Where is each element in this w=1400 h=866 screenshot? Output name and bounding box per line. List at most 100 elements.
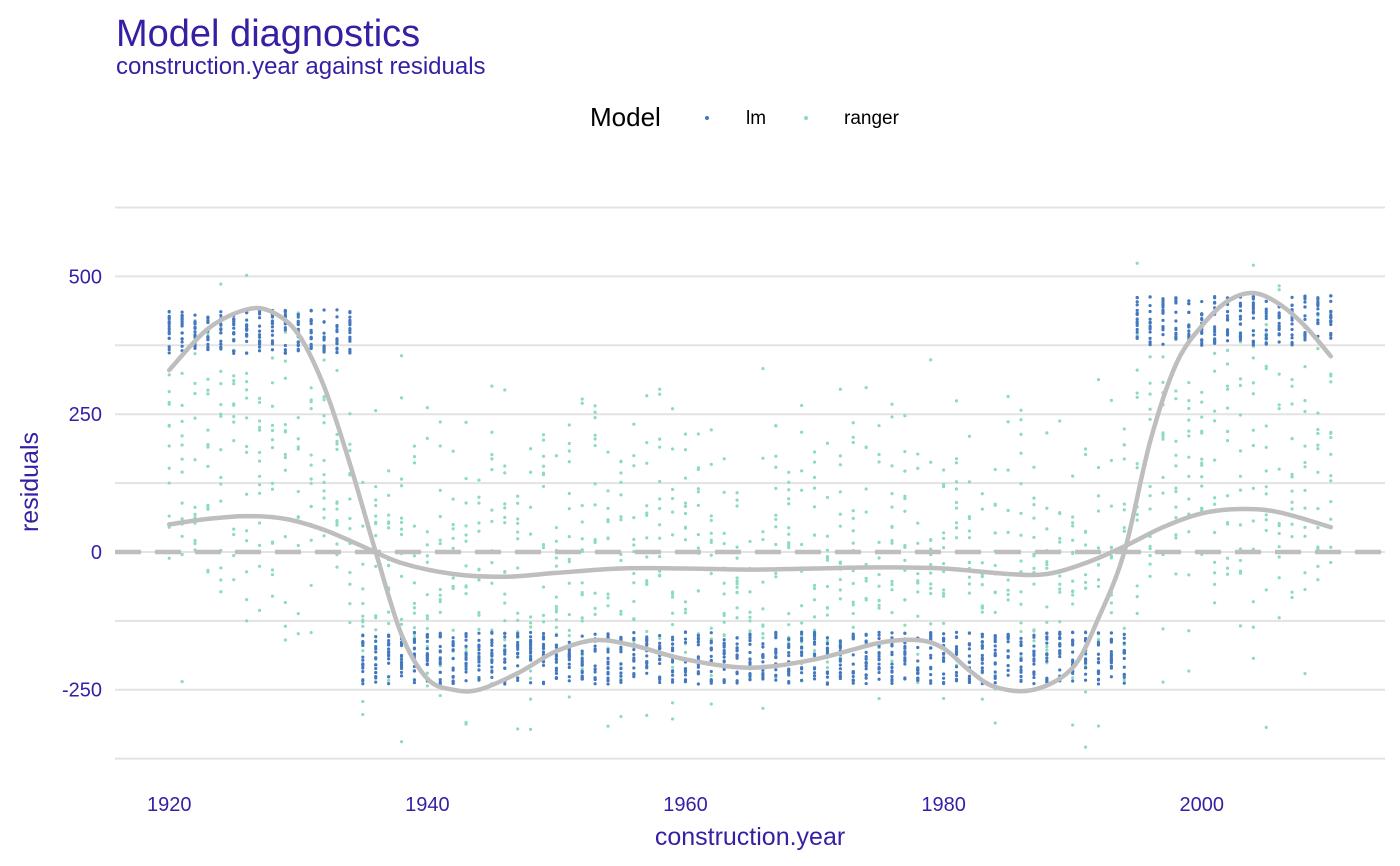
point-lm xyxy=(1148,321,1152,325)
point-ranger xyxy=(1238,413,1243,417)
point-ranger xyxy=(838,490,842,494)
point-ranger xyxy=(1083,745,1088,749)
point-ranger xyxy=(916,579,920,583)
point-ranger xyxy=(593,503,597,507)
point-ranger xyxy=(761,636,765,640)
point-lm xyxy=(335,347,339,351)
point-ranger xyxy=(1329,431,1333,435)
point-lm xyxy=(1251,295,1255,299)
point-lm xyxy=(1045,659,1049,663)
point-lm xyxy=(206,320,210,325)
point-ranger xyxy=(967,434,972,438)
point-lm xyxy=(941,672,946,676)
point-ranger xyxy=(812,648,817,653)
point-ranger xyxy=(748,590,752,594)
point-lm xyxy=(516,640,520,645)
point-ranger xyxy=(851,435,855,439)
point-ranger xyxy=(1135,391,1139,395)
point-lm xyxy=(567,640,571,644)
point-ranger xyxy=(1032,566,1036,570)
point-ranger xyxy=(528,669,533,673)
point-ranger xyxy=(503,521,507,525)
point-ranger xyxy=(683,448,688,452)
point-ranger xyxy=(645,536,649,540)
point-ranger xyxy=(851,421,855,425)
point-ranger xyxy=(193,512,197,516)
point-lm xyxy=(219,327,223,331)
point-ranger xyxy=(1135,368,1139,372)
point-ranger xyxy=(167,373,171,377)
point-ranger xyxy=(1225,430,1230,434)
point-ranger xyxy=(916,521,920,525)
point-ranger xyxy=(1096,637,1101,642)
point-ranger xyxy=(877,424,881,428)
point-ranger xyxy=(1161,627,1165,631)
point-lm xyxy=(812,666,817,670)
point-ranger xyxy=(193,391,197,396)
point-lm xyxy=(387,639,391,643)
point-ranger xyxy=(1238,523,1243,527)
point-lm xyxy=(193,313,197,317)
point-lm xyxy=(993,648,997,652)
point-ranger xyxy=(916,466,920,471)
point-ranger xyxy=(387,493,391,498)
point-ranger xyxy=(709,514,713,518)
point-ranger xyxy=(670,407,675,411)
point-lm xyxy=(877,666,881,670)
point-ranger xyxy=(864,386,868,390)
point-ranger xyxy=(941,546,946,550)
point-ranger xyxy=(1316,443,1320,447)
point-lm xyxy=(941,632,946,636)
point-lm xyxy=(193,333,197,337)
point-lm xyxy=(167,351,171,355)
point-ranger xyxy=(503,502,507,506)
point-lm xyxy=(1096,669,1101,673)
point-ranger xyxy=(1083,529,1088,533)
point-ranger xyxy=(645,461,649,465)
point-lm xyxy=(257,329,262,333)
point-ranger xyxy=(245,273,249,277)
point-ranger xyxy=(1238,474,1243,478)
point-ranger xyxy=(735,582,739,586)
point-ranger xyxy=(464,533,468,537)
point-lm xyxy=(800,651,804,655)
point-ranger xyxy=(1083,586,1088,590)
point-lm xyxy=(232,349,236,353)
point-ranger xyxy=(1213,409,1217,413)
point-ranger xyxy=(761,706,765,710)
point-ranger xyxy=(180,534,184,538)
point-lm xyxy=(193,320,197,324)
point-ranger xyxy=(735,591,739,595)
point-lm xyxy=(361,634,365,638)
point-ranger xyxy=(503,471,507,475)
point-ranger xyxy=(812,450,817,454)
point-ranger xyxy=(1213,530,1217,535)
point-ranger xyxy=(929,538,933,542)
point-lm xyxy=(722,651,726,655)
point-lm xyxy=(1032,653,1036,658)
point-lm xyxy=(645,671,649,675)
point-ranger xyxy=(1071,579,1075,583)
point-lm xyxy=(580,656,584,661)
point-lm xyxy=(1032,657,1036,661)
point-ranger xyxy=(658,387,662,391)
point-ranger xyxy=(929,571,933,575)
point-lm xyxy=(993,634,997,638)
point-lm xyxy=(1148,336,1152,340)
point-ranger xyxy=(1251,356,1255,360)
point-ranger xyxy=(1187,474,1191,479)
point-ranger xyxy=(864,598,868,602)
point-lm xyxy=(838,667,842,671)
point-ranger xyxy=(619,460,623,464)
point-lm xyxy=(735,636,739,640)
point-lm xyxy=(748,672,752,676)
point-ranger xyxy=(838,463,842,467)
point-lm xyxy=(1019,668,1023,672)
point-ranger xyxy=(825,665,830,670)
point-lm xyxy=(309,331,313,335)
point-lm xyxy=(877,633,881,637)
point-ranger xyxy=(438,693,442,698)
point-ranger xyxy=(632,543,636,547)
point-lm xyxy=(748,642,752,646)
point-ranger xyxy=(193,538,197,543)
